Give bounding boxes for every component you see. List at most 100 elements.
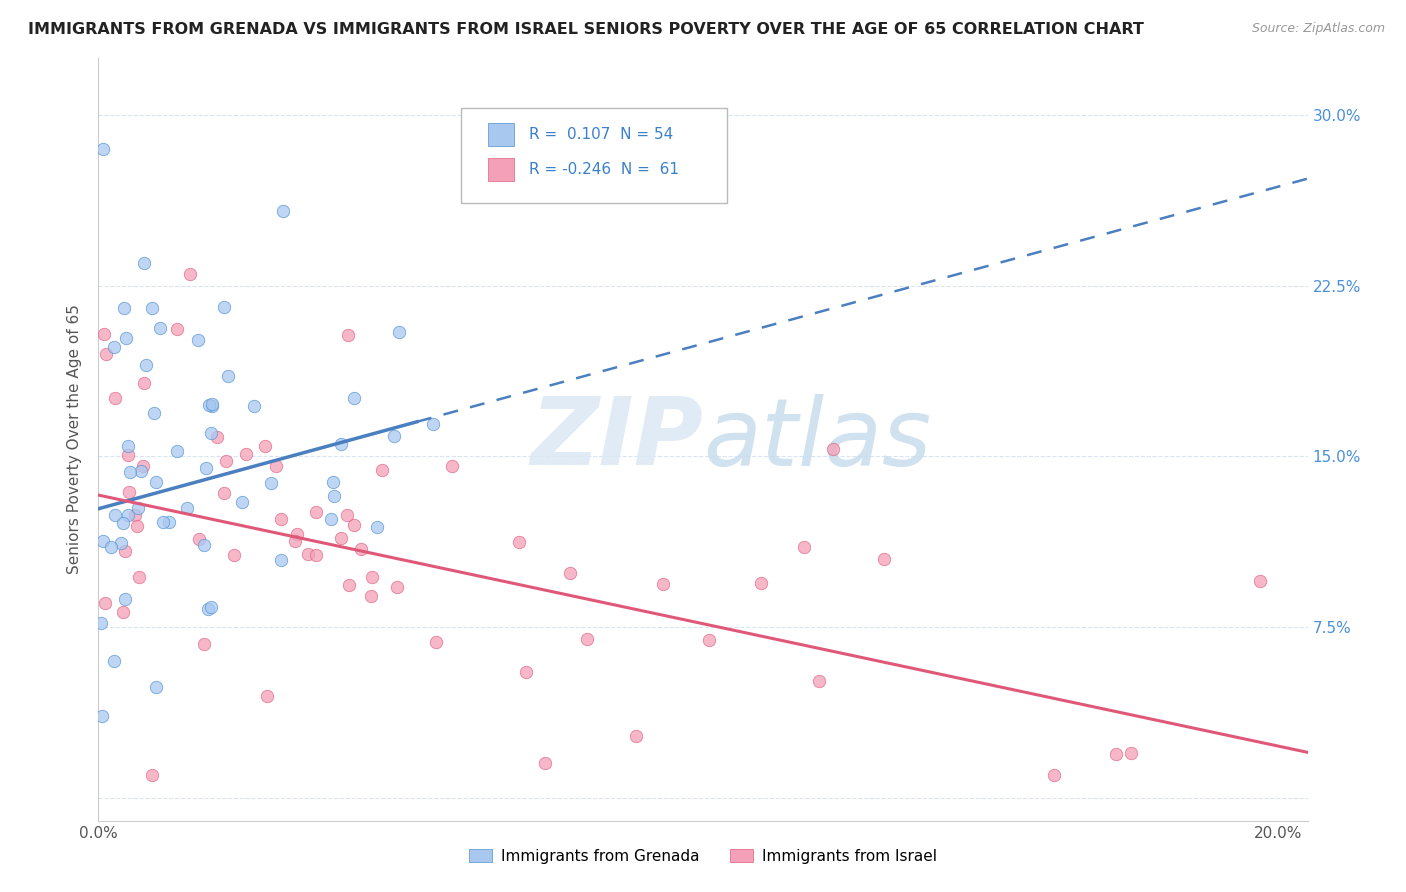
Point [370,463,392,477]
Point [823,442,845,456]
Point [256,689,278,703]
Point [197,602,219,616]
Point [385,580,408,594]
Text: ZIP: ZIP [530,393,703,485]
Point [127,518,149,533]
Point [157,515,180,529]
Point [235,447,257,461]
Bar [488,123,515,145]
Point [111,516,134,531]
Point [425,634,447,648]
Point [576,632,599,646]
Point [198,398,221,412]
Point [207,430,229,444]
Point [651,577,673,591]
Point [270,553,292,567]
Point [96,346,118,360]
Point [361,570,384,584]
Point [124,508,146,523]
Point [388,325,411,339]
Point [193,537,215,551]
Point [322,475,344,489]
Point [141,301,163,316]
Point [91,142,114,156]
Point [336,508,359,522]
Point [793,540,815,554]
Point [176,500,198,515]
Point [350,541,373,556]
Y-axis label: Seniors Poverty Over the Age of 65: Seniors Poverty Over the Age of 65 [67,304,83,574]
Point [382,429,405,443]
Point [271,204,294,219]
Point [91,534,114,549]
Point [215,453,238,467]
Point [285,527,308,541]
Text: R =  0.107  N = 54: R = 0.107 N = 54 [529,127,673,142]
Point [1043,768,1066,782]
Point [100,540,122,554]
Point [212,486,235,500]
Point [422,417,444,431]
Point [200,425,222,440]
Point [104,391,127,405]
Point [166,322,188,336]
Text: R = -0.246  N =  61: R = -0.246 N = 61 [529,162,679,177]
Point [1119,746,1142,760]
Point [1105,747,1128,761]
Point [188,533,211,547]
FancyBboxPatch shape [461,108,727,202]
Point [200,600,222,615]
Point [110,536,132,550]
Point [231,495,253,509]
Point [145,475,167,489]
Point [114,543,136,558]
Point [91,709,114,723]
Point [117,448,139,462]
Point [142,406,165,420]
Point [132,376,155,391]
Point [260,476,283,491]
Point [134,256,156,270]
Point [533,756,555,771]
Point [266,459,288,474]
Point [322,489,344,503]
Point [166,444,188,458]
Point [201,399,224,413]
Point [104,508,127,522]
Point [129,464,152,478]
Point [103,340,125,354]
Point [187,333,209,347]
Point [141,768,163,782]
Point [440,458,463,473]
Point [135,359,157,373]
Point [284,533,307,548]
Point [117,508,139,523]
Point [127,501,149,516]
Point [343,391,366,405]
Bar [488,158,515,181]
Point [120,466,142,480]
Text: Source: ZipAtlas.com: Source: ZipAtlas.com [1251,22,1385,36]
Point [330,531,353,545]
Point [103,654,125,668]
Point [90,615,112,630]
Point [343,518,366,533]
Point [212,300,235,314]
Point [118,485,141,500]
Point [93,326,115,341]
Point [305,505,328,519]
Point [128,570,150,584]
Point [329,437,352,451]
Point [1249,574,1271,589]
Point [366,520,388,534]
Point [132,458,155,473]
Point [222,549,245,563]
Point [515,665,537,679]
Legend: Immigrants from Grenada, Immigrants from Israel: Immigrants from Grenada, Immigrants from… [463,843,943,871]
Point [193,637,215,651]
Point [270,512,292,526]
Point [624,730,647,744]
Point [112,301,135,316]
Point [243,399,266,413]
Point [152,515,174,529]
